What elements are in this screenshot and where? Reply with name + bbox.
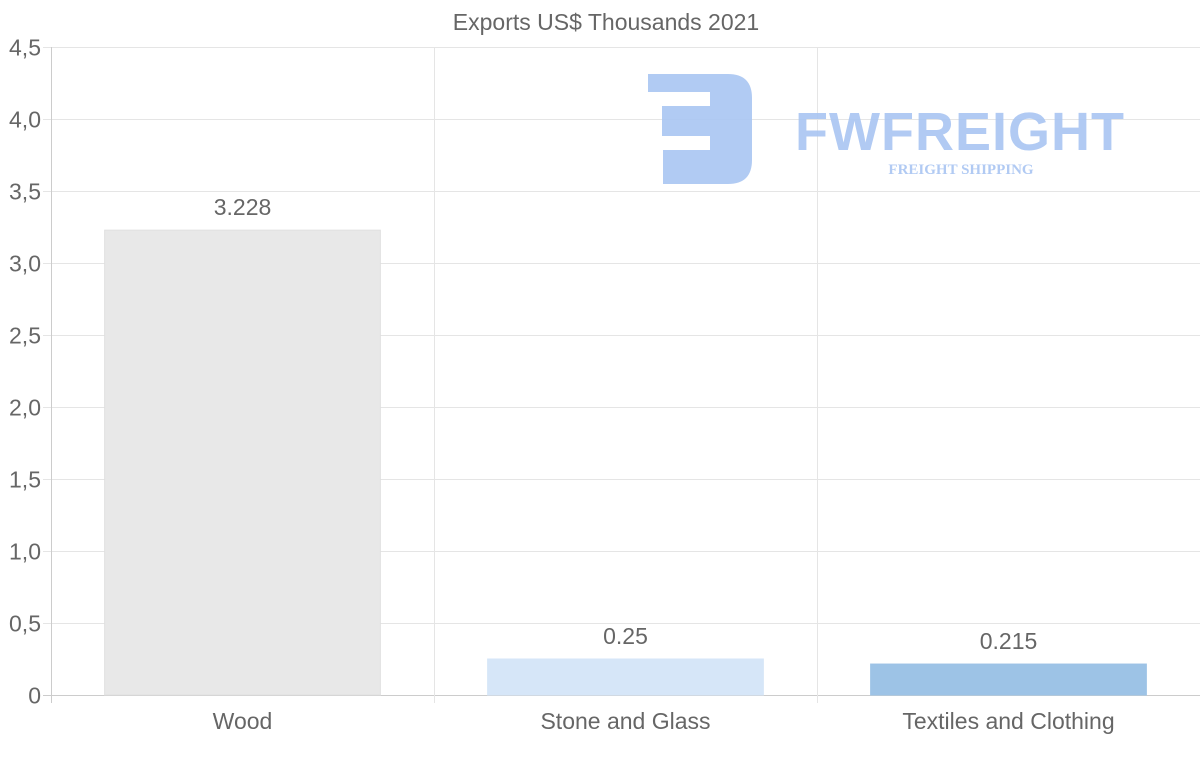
bar-stone-and-glass — [487, 658, 764, 696]
bars — [104, 229, 1147, 696]
y-tick-label: 1,5 — [9, 467, 41, 493]
logo-mark-icon — [648, 74, 752, 184]
y-tick-label: 4,5 — [9, 35, 41, 61]
y-tick-label: 3,5 — [9, 179, 41, 205]
bar-textiles-and-clothing — [870, 663, 1147, 696]
y-tick-label: 1,0 — [9, 539, 41, 565]
y-tick-label: 0,5 — [9, 611, 41, 637]
x-axis-ticks: Wood Stone and Glass Textiles and Clothing — [213, 708, 1115, 734]
x-tick-label: Textiles and Clothing — [902, 708, 1114, 734]
watermark-tagline: FREIGHT SHIPPING — [888, 162, 1033, 178]
y-tick-label: 4,0 — [9, 107, 41, 133]
y-tick-label: 0 — [28, 683, 41, 709]
y-tick-label: 2,5 — [9, 323, 41, 349]
data-labels: 3.228 0.25 0.215 — [214, 194, 1038, 654]
watermark-brand: FWFREIGHT — [795, 102, 1125, 162]
y-tick-label: 2,0 — [9, 395, 41, 421]
chart-title: Exports US$ Thousands 2021 — [453, 9, 759, 35]
x-tick-label: Wood — [213, 708, 273, 734]
watermark-logo: FWFREIGHT FREIGHT SHIPPING — [648, 74, 1125, 184]
y-axis-ticks: 0 0,5 1,0 1,5 2,0 2,5 3,0 3,5 4,0 4,5 — [9, 35, 41, 709]
y-tick-label: 3,0 — [9, 251, 41, 277]
data-label: 0.25 — [603, 623, 648, 649]
data-label: 0.215 — [980, 628, 1038, 654]
bar-wood — [104, 229, 381, 696]
x-tick-label: Stone and Glass — [540, 708, 710, 734]
data-label: 3.228 — [214, 194, 272, 220]
